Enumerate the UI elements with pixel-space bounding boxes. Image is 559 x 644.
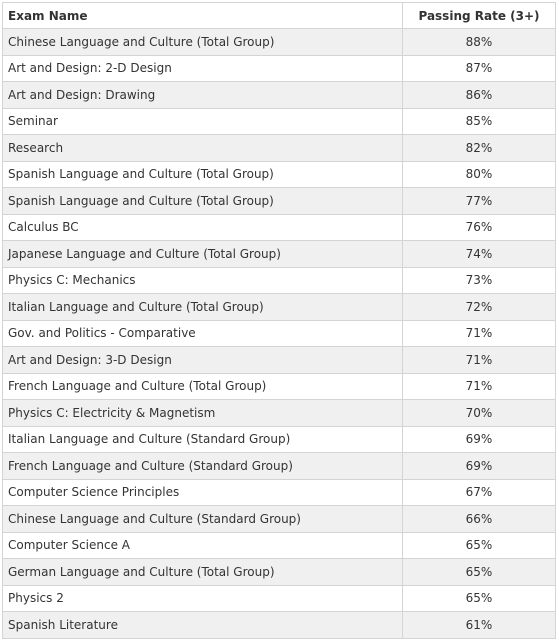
passing-rate-cell: 86%	[402, 81, 556, 109]
exam-name-cell: Research	[2, 134, 403, 162]
exam-name-cell: Chinese Language and Culture (Standard G…	[2, 505, 403, 533]
exam-name-cell: Spanish Language and Culture (Total Grou…	[2, 187, 403, 215]
table-row: Spanish Literature 61%	[2, 611, 556, 639]
table-row: Gov. and Politics - Comparative 71%	[2, 319, 556, 347]
passing-rate-cell: 80%	[402, 160, 556, 188]
passing-rate-cell: 87%	[402, 54, 556, 82]
passing-rate-cell: 76%	[402, 213, 556, 241]
table-row: Seminar 85%	[2, 107, 556, 135]
exam-name-cell: Spanish Language and Culture (Total Grou…	[2, 160, 403, 188]
table-row: French Language and Culture (Total Group…	[2, 372, 556, 400]
passing-rate-cell: 71%	[402, 319, 556, 347]
table-row: Computer Science Principles 67%	[2, 478, 556, 506]
passing-rate-cell: 71%	[402, 372, 556, 400]
exam-name-cell: Japanese Language and Culture (Total Gro…	[2, 240, 403, 268]
passing-rate-cell: 69%	[402, 452, 556, 480]
table-row: Japanese Language and Culture (Total Gro…	[2, 240, 556, 268]
table-row: Chinese Language and Culture (Standard G…	[2, 505, 556, 533]
exam-name-cell: Calculus BC	[2, 213, 403, 241]
passing-rate-cell: 74%	[402, 240, 556, 268]
exam-name-cell: Art and Design: 3-D Design	[2, 346, 403, 374]
table-row: Art and Design: 3-D Design 71%	[2, 346, 556, 374]
passing-rate-cell: 77%	[402, 187, 556, 215]
exam-name-cell: Italian Language and Culture (Total Grou…	[2, 293, 403, 321]
exam-name-cell: French Language and Culture (Standard Gr…	[2, 452, 403, 480]
exam-name-cell: Computer Science A	[2, 531, 403, 559]
exam-name-cell: Seminar	[2, 107, 403, 135]
passing-rate-cell: 82%	[402, 134, 556, 162]
passing-rate-cell: 72%	[402, 293, 556, 321]
passing-rate-cell: 66%	[402, 505, 556, 533]
exam-name-cell: Art and Design: Drawing	[2, 81, 403, 109]
table-row: Physics C: Electricity & Magnetism 70%	[2, 399, 556, 427]
table-row: Computer Science A 65%	[2, 531, 556, 559]
exam-name-cell: Physics C: Mechanics	[2, 266, 403, 294]
table-row: Art and Design: 2-D Design 87%	[2, 54, 556, 82]
table-row: Italian Language and Culture (Total Grou…	[2, 293, 556, 321]
passing-rate-cell: 88%	[402, 28, 556, 56]
table-header-row: Exam Name Passing Rate (3+)	[2, 2, 556, 29]
table-row: Research 82%	[2, 134, 556, 162]
exam-name-header: Exam Name	[2, 2, 403, 29]
exam-name-cell: German Language and Culture (Total Group…	[2, 558, 403, 586]
table-row: Art and Design: Drawing 86%	[2, 81, 556, 109]
passing-rate-cell: 61%	[402, 611, 556, 639]
table-row: Italian Language and Culture (Standard G…	[2, 425, 556, 453]
table-row: Physics C: Mechanics 73%	[2, 266, 556, 294]
passing-rate-cell: 65%	[402, 531, 556, 559]
table-row: French Language and Culture (Standard Gr…	[2, 452, 556, 480]
table-row: Calculus BC 76%	[2, 213, 556, 241]
table-row: Spanish Language and Culture (Total Grou…	[2, 160, 556, 188]
exam-name-cell: Chinese Language and Culture (Total Grou…	[2, 28, 403, 56]
exam-name-cell: Italian Language and Culture (Standard G…	[2, 425, 403, 453]
passing-rate-cell: 69%	[402, 425, 556, 453]
passing-rate-header: Passing Rate (3+)	[402, 2, 556, 29]
table-row: Physics 2 65%	[2, 584, 556, 612]
passing-rate-cell: 71%	[402, 346, 556, 374]
passing-rate-cell: 65%	[402, 584, 556, 612]
table-row: Chinese Language and Culture (Total Grou…	[2, 28, 556, 56]
table-row: Spanish Language and Culture (Total Grou…	[2, 187, 556, 215]
exam-name-cell: French Language and Culture (Total Group…	[2, 372, 403, 400]
exam-name-cell: Physics C: Electricity & Magnetism	[2, 399, 403, 427]
exam-name-cell: Physics 2	[2, 584, 403, 612]
passing-rate-cell: 85%	[402, 107, 556, 135]
exam-name-cell: Computer Science Principles	[2, 478, 403, 506]
passing-rate-cell: 67%	[402, 478, 556, 506]
passing-rate-cell: 73%	[402, 266, 556, 294]
exam-name-cell: Spanish Literature	[2, 611, 403, 639]
exam-name-cell: Gov. and Politics - Comparative	[2, 319, 403, 347]
table-body: Chinese Language and Culture (Total Grou…	[2, 28, 556, 639]
passing-rate-cell: 65%	[402, 558, 556, 586]
exam-name-cell: Art and Design: 2-D Design	[2, 54, 403, 82]
table-row: German Language and Culture (Total Group…	[2, 558, 556, 586]
passing-rate-cell: 70%	[402, 399, 556, 427]
